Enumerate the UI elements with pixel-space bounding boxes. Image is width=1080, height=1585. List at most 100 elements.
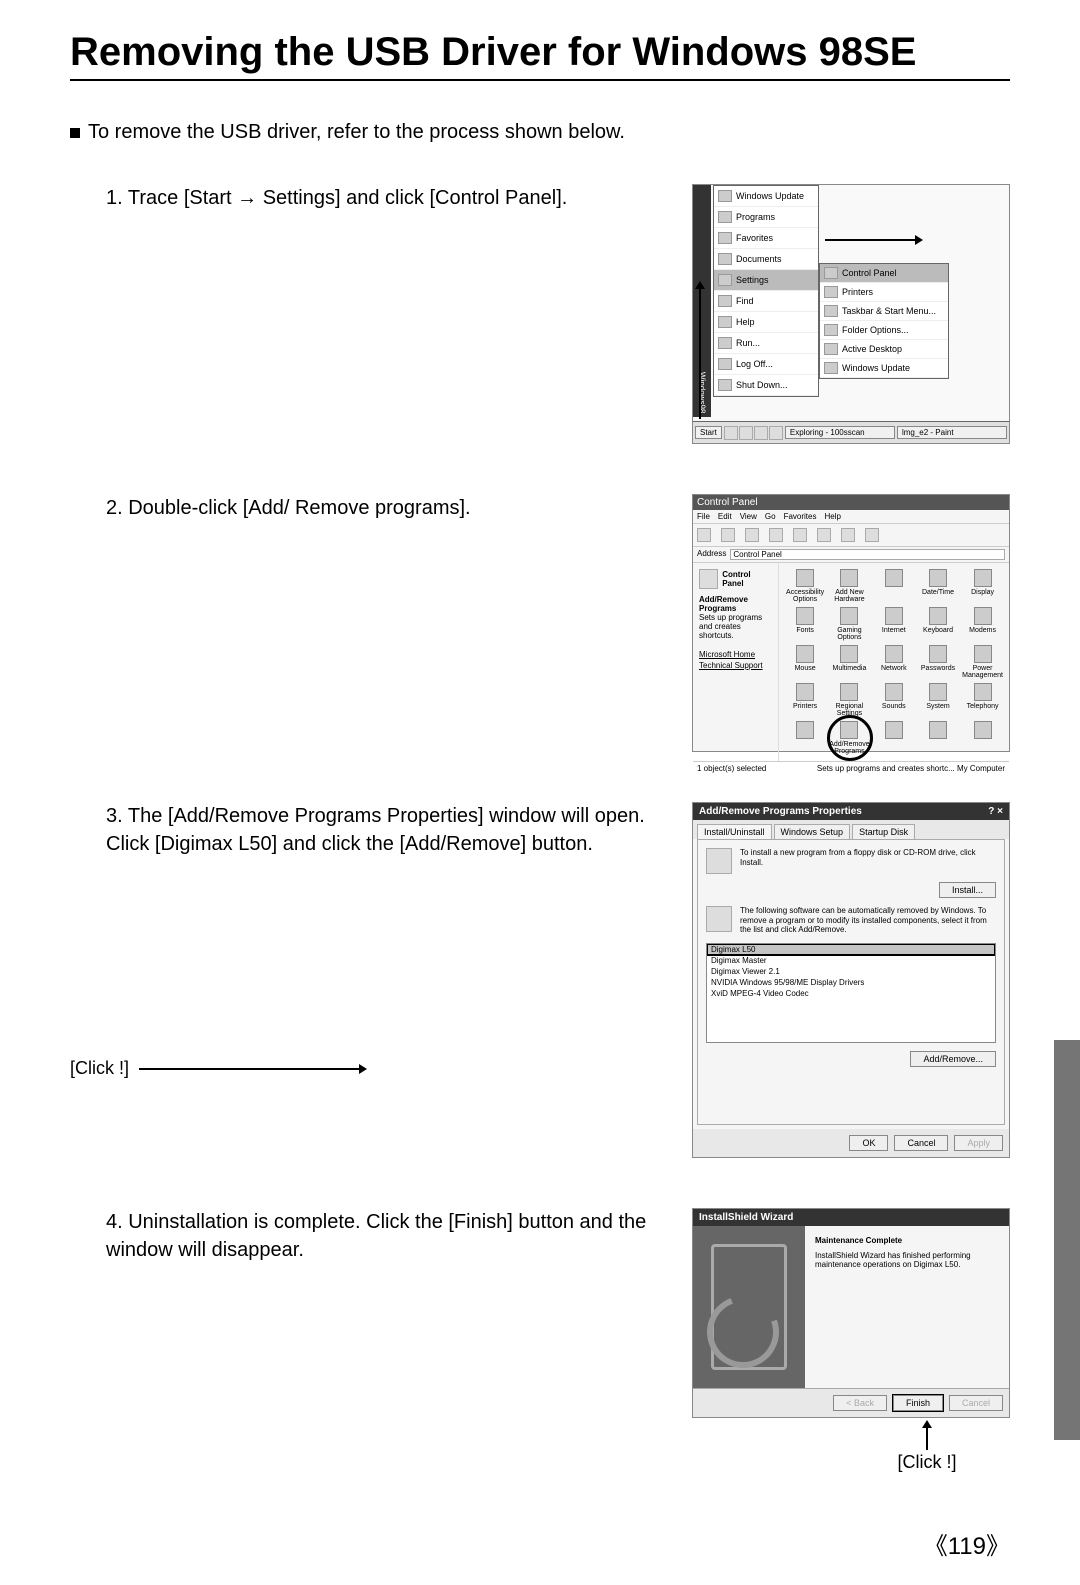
control-panel-item[interactable] bbox=[962, 721, 1003, 755]
control-panel-item[interactable]: Multimedia bbox=[829, 645, 869, 679]
program-list-item[interactable]: Digimax Viewer 2.1 bbox=[707, 966, 995, 977]
menu-item[interactable]: Edit bbox=[718, 512, 732, 521]
submenu-item[interactable]: Taskbar & Start Menu... bbox=[820, 302, 948, 321]
program-list-item[interactable]: XviD MPEG-4 Video Codec bbox=[707, 988, 995, 999]
cancel-button[interactable]: Cancel bbox=[949, 1395, 1003, 1411]
menu-item[interactable]: Favorites bbox=[784, 512, 817, 521]
control-panel-item[interactable]: Add New Hardware bbox=[829, 569, 869, 603]
control-panel-item[interactable]: Add/Remove Programs bbox=[829, 721, 869, 755]
control-panel-item[interactable]: Display bbox=[962, 569, 1003, 603]
address-bar[interactable]: Address Control Panel bbox=[693, 547, 1009, 563]
control-panel-item[interactable]: Internet bbox=[874, 607, 914, 641]
control-panel-item[interactable]: Date/Time bbox=[918, 569, 958, 603]
start-menu-item[interactable]: Run... bbox=[714, 333, 818, 354]
start-menu[interactable]: Windows UpdateProgramsFavoritesDocuments… bbox=[713, 185, 819, 397]
program-list-item[interactable]: NVIDIA Windows 95/98/ME Display Drivers bbox=[707, 977, 995, 988]
dialog-tab[interactable]: Windows Setup bbox=[774, 824, 851, 839]
toolbar-icon[interactable] bbox=[721, 528, 735, 542]
control-panel-item[interactable]: Modems bbox=[962, 607, 1003, 641]
sidebar-link[interactable]: Microsoft Home bbox=[699, 650, 772, 659]
dialog-tabs[interactable]: Install/UninstallWindows SetupStartup Di… bbox=[693, 820, 1009, 839]
control-panel-item[interactable]: Fonts bbox=[785, 607, 825, 641]
control-panel-item[interactable]: Passwords bbox=[918, 645, 958, 679]
submenu-item[interactable]: Folder Options... bbox=[820, 321, 948, 340]
start-menu-item[interactable]: Programs bbox=[714, 207, 818, 228]
menu-item-label: Log Off... bbox=[736, 359, 773, 369]
control-panel-item[interactable] bbox=[918, 721, 958, 755]
control-panel-item[interactable] bbox=[874, 721, 914, 755]
start-menu-item[interactable]: Log Off... bbox=[714, 354, 818, 375]
quicklaunch-icon[interactable] bbox=[724, 426, 738, 440]
menu-item[interactable]: Go bbox=[765, 512, 776, 521]
control-panel-item[interactable]: Accessibility Options bbox=[785, 569, 825, 603]
install-button[interactable]: Install... bbox=[939, 882, 996, 898]
menu-item-icon bbox=[718, 379, 732, 391]
taskbar[interactable]: Start Exploring - 100sscan lmg_e2 - Pain… bbox=[693, 421, 1009, 443]
address-value[interactable]: Control Panel bbox=[730, 549, 1005, 560]
add-remove-button[interactable]: Add/Remove... bbox=[910, 1051, 996, 1067]
item-icon bbox=[796, 721, 814, 739]
dialog-tab[interactable]: Startup Disk bbox=[852, 824, 915, 839]
control-panel-item[interactable]: Regional Settings bbox=[829, 683, 869, 717]
start-menu-item[interactable]: Windows Update bbox=[714, 186, 818, 207]
control-panel-item[interactable]: Sounds bbox=[874, 683, 914, 717]
control-panel-item[interactable] bbox=[785, 721, 825, 755]
ok-button[interactable]: OK bbox=[849, 1135, 888, 1151]
start-menu-item[interactable]: Documents bbox=[714, 249, 818, 270]
menu-item-label: Control Panel bbox=[842, 268, 897, 278]
start-menu-sidebar: Windows98 bbox=[693, 185, 711, 417]
back-button[interactable]: < Back bbox=[833, 1395, 887, 1411]
menu-item[interactable]: File bbox=[697, 512, 710, 521]
start-menu-item[interactable]: Favorites bbox=[714, 228, 818, 249]
taskbar-task[interactable]: lmg_e2 - Paint bbox=[897, 426, 1007, 439]
menu-item-label: Help bbox=[736, 317, 755, 327]
start-menu-item[interactable]: Help bbox=[714, 312, 818, 333]
control-panel-item[interactable]: Gaming Options bbox=[829, 607, 869, 641]
control-panel-item[interactable]: Network bbox=[874, 645, 914, 679]
finish-button[interactable]: Finish bbox=[893, 1395, 943, 1411]
item-label: Telephony bbox=[967, 703, 999, 710]
submenu-item[interactable]: Control Panel bbox=[820, 264, 948, 283]
toolbar-icon[interactable] bbox=[817, 528, 831, 542]
menu-item-label: Find bbox=[736, 296, 754, 306]
quicklaunch-icon[interactable] bbox=[739, 426, 753, 440]
taskbar-task[interactable]: Exploring - 100sscan bbox=[785, 426, 895, 439]
cancel-button[interactable]: Cancel bbox=[894, 1135, 948, 1151]
control-panel-item[interactable]: Printers bbox=[785, 683, 825, 717]
start-menu-item[interactable]: Settings bbox=[714, 270, 818, 291]
sidebar-link[interactable]: Technical Support bbox=[699, 661, 772, 670]
toolbar-icon[interactable] bbox=[769, 528, 783, 542]
apply-button[interactable]: Apply bbox=[954, 1135, 1003, 1151]
start-menu-item[interactable]: Find bbox=[714, 291, 818, 312]
program-list[interactable]: Digimax L50Digimax MasterDigimax Viewer … bbox=[706, 943, 996, 1043]
control-panel-item[interactable]: Mouse bbox=[785, 645, 825, 679]
submenu-item[interactable]: Windows Update bbox=[820, 359, 948, 378]
menu-item[interactable]: View bbox=[740, 512, 757, 521]
settings-submenu[interactable]: Control Panel PrintersTaskbar & Start Men… bbox=[819, 263, 949, 379]
submenu-item[interactable]: Printers bbox=[820, 283, 948, 302]
toolbar-icon[interactable] bbox=[745, 528, 759, 542]
toolbar-icon[interactable] bbox=[865, 528, 879, 542]
program-list-item[interactable]: Digimax Master bbox=[707, 955, 995, 966]
dialog-tab[interactable]: Install/Uninstall bbox=[697, 824, 772, 839]
toolbar-icon[interactable] bbox=[841, 528, 855, 542]
start-menu-item[interactable]: Shut Down... bbox=[714, 375, 818, 396]
control-panel-item[interactable]: Power Management bbox=[962, 645, 1003, 679]
toolbar-icon[interactable] bbox=[697, 528, 711, 542]
submenu-item[interactable]: Active Desktop bbox=[820, 340, 948, 359]
start-button[interactable]: Start bbox=[695, 426, 722, 439]
toolbar[interactable] bbox=[693, 524, 1009, 547]
control-panel-item[interactable] bbox=[874, 569, 914, 603]
quicklaunch-icon[interactable] bbox=[754, 426, 768, 440]
program-list-item[interactable]: Digimax L50 bbox=[707, 944, 995, 955]
menu-bar[interactable]: File Edit View Go Favorites Help bbox=[693, 510, 1009, 524]
quicklaunch-icon[interactable] bbox=[769, 426, 783, 440]
toolbar-icon[interactable] bbox=[793, 528, 807, 542]
control-panel-item[interactable]: Keyboard bbox=[918, 607, 958, 641]
control-panel-item[interactable]: Telephony bbox=[962, 683, 1003, 717]
menu-item[interactable]: Help bbox=[824, 512, 840, 521]
menu-item-icon bbox=[824, 305, 838, 317]
window-controls[interactable]: ? × bbox=[988, 806, 1003, 817]
control-panel-item[interactable]: System bbox=[918, 683, 958, 717]
arrow-up-icon bbox=[926, 1428, 928, 1450]
